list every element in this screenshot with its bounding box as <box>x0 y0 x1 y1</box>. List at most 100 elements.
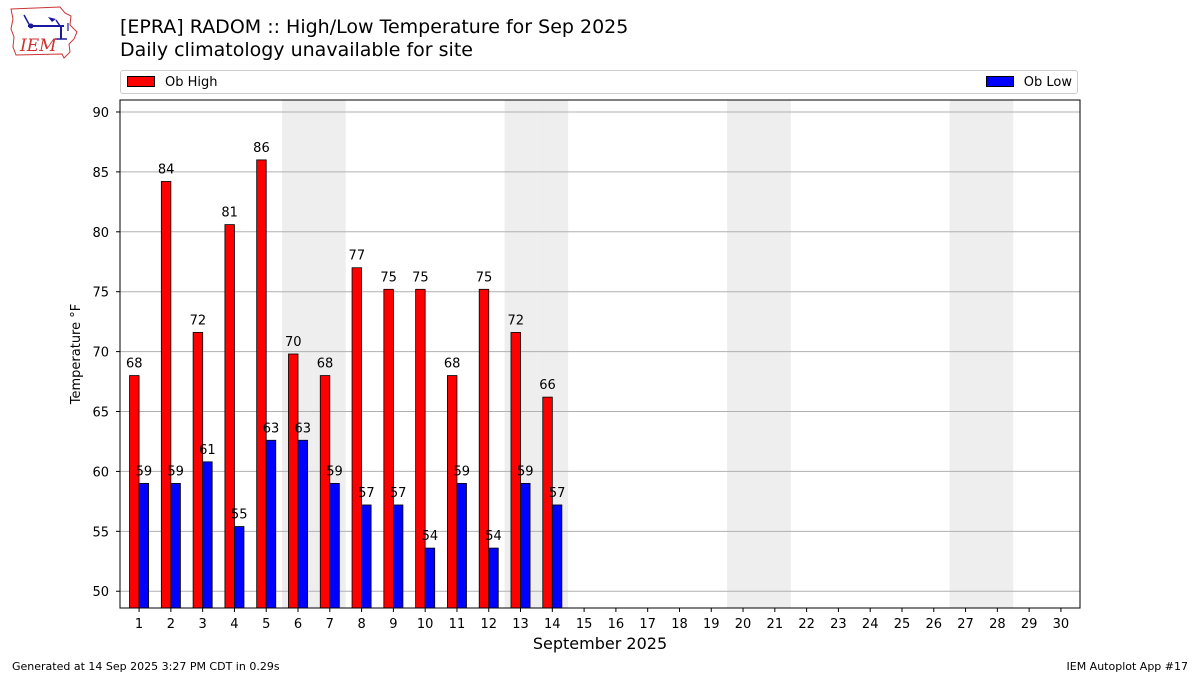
bar-low <box>170 482 181 609</box>
x-tick-label: 30 <box>1053 617 1070 632</box>
bar-label-high: 66 <box>539 378 556 393</box>
x-tick-label: 4 <box>230 617 238 632</box>
bar-high <box>383 288 394 609</box>
x-tick-label: 13 <box>512 617 529 632</box>
legend-label-high: Ob High <box>165 75 218 90</box>
bar-label-high: 81 <box>221 206 238 221</box>
bar-label-low: 57 <box>390 486 407 501</box>
bar-label-low: 59 <box>453 464 470 479</box>
bar-label-low: 59 <box>326 464 343 479</box>
bar-label-high: 70 <box>285 335 302 350</box>
x-tick-label: 26 <box>926 617 943 632</box>
x-tick-label: 24 <box>862 617 879 632</box>
x-tick-label: 6 <box>294 617 302 632</box>
chart-subtitle: Daily climatology unavailable for site <box>120 39 473 61</box>
weekend-shade <box>949 100 982 608</box>
plot-frame <box>119 99 1081 609</box>
bar-low <box>138 482 150 609</box>
weekend-shade <box>981 100 1014 608</box>
bar-label-high: 75 <box>380 270 397 285</box>
iowa-station-icon: IEM <box>10 6 78 59</box>
y-tick-label: 70 <box>92 346 109 361</box>
x-tick-label: 11 <box>449 617 466 632</box>
bar-low <box>202 461 213 609</box>
bar-low <box>551 504 563 609</box>
x-tick-label: 8 <box>357 617 365 632</box>
x-tick-label: 19 <box>703 617 720 632</box>
legend-label-low: Ob Low <box>1023 75 1072 90</box>
x-tick-label: 17 <box>639 617 656 632</box>
bar-low <box>456 482 467 609</box>
x-tick-label: 22 <box>798 617 815 632</box>
bar-high <box>542 396 553 609</box>
x-tick-label: 9 <box>389 617 397 632</box>
y-tick-label: 55 <box>92 525 109 540</box>
bar-low <box>329 482 340 609</box>
bar-label-low: 63 <box>295 421 312 436</box>
generated-timestamp: Generated at 14 Sep 2025 3:27 PM CDT in … <box>12 660 280 673</box>
logo-text: IEM <box>19 36 57 56</box>
weekend-shade <box>727 100 759 608</box>
x-tick-label: 14 <box>544 617 561 632</box>
y-tick-label: 85 <box>92 166 109 181</box>
x-tick-label: 29 <box>1021 617 1038 632</box>
legend-item-high: Ob High <box>127 75 218 90</box>
bar-high <box>351 267 362 609</box>
bar-label-low: 59 <box>517 464 534 479</box>
x-tick-label: 16 <box>608 617 625 632</box>
bar-high <box>447 375 458 609</box>
bar-label-high: 72 <box>190 313 207 328</box>
bar-high <box>129 375 140 609</box>
bar-high <box>415 288 426 609</box>
x-tick-label: 10 <box>417 617 434 632</box>
bar-high <box>256 159 267 609</box>
bar-high <box>224 224 235 609</box>
legend-swatch-low <box>985 76 1014 87</box>
bar-label-high: 84 <box>158 162 175 177</box>
weekend-shade <box>758 100 791 608</box>
bar-label-high: 68 <box>444 357 461 372</box>
x-tick-label: 18 <box>671 617 688 632</box>
bar-label-low: 61 <box>199 443 216 458</box>
bar-high <box>192 332 204 609</box>
y-tick-label: 90 <box>92 106 109 121</box>
y-tick-label: 65 <box>92 406 109 421</box>
bar-label-high: 77 <box>349 249 366 264</box>
bar-low <box>361 504 372 609</box>
app-credit: IEM Autoplot App #17 <box>1066 660 1189 673</box>
bar-label-low: 54 <box>485 529 502 544</box>
legend-swatch-high <box>127 76 155 87</box>
bar-label-low: 63 <box>263 421 280 436</box>
bar-label-high: 68 <box>317 357 334 372</box>
bar-label-high: 68 <box>126 357 143 372</box>
bar-label-low: 59 <box>167 464 184 479</box>
bar-label-low: 54 <box>422 529 439 544</box>
bar-low <box>234 526 245 609</box>
x-tick-label: 12 <box>480 617 497 632</box>
bar-label-high: 75 <box>476 270 493 285</box>
y-tick-label: 75 <box>92 286 109 301</box>
x-tick-label: 2 <box>167 617 175 632</box>
bar-low <box>297 439 308 609</box>
bar-high <box>160 181 172 609</box>
x-tick-label: 1 <box>135 617 143 632</box>
bar-high <box>478 288 490 609</box>
bar-low <box>520 482 531 609</box>
x-tick-label: 25 <box>894 617 911 632</box>
bar-high <box>319 375 331 609</box>
bar-low <box>424 547 436 609</box>
x-tick-label: 7 <box>326 617 334 632</box>
x-tick-label: 28 <box>989 617 1006 632</box>
bar-label-low: 57 <box>358 486 375 501</box>
x-tick-label: 20 <box>735 617 752 632</box>
x-tick-label: 21 <box>767 617 784 632</box>
x-tick-label: 5 <box>262 617 270 632</box>
y-tick-label: 50 <box>92 585 109 600</box>
bar-label-low: 59 <box>136 464 153 479</box>
legend: Ob High Ob Low <box>120 70 1078 94</box>
iem-logo: IEM <box>8 5 80 59</box>
y-tick-label: 80 <box>92 226 109 241</box>
x-tick-label: 15 <box>576 617 593 632</box>
bar-low <box>488 547 499 609</box>
